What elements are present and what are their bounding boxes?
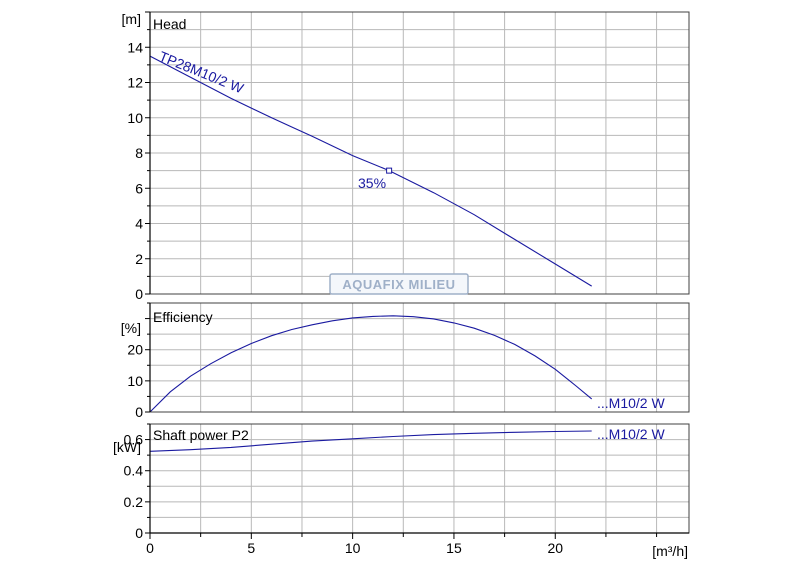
x-tick-label: 10	[345, 540, 361, 556]
head-y-tick-label: 10	[127, 110, 143, 126]
head-y-tick-label: 6	[135, 180, 143, 196]
head-panel-title: Head	[153, 16, 186, 32]
power-y-tick-label: 0.4	[124, 463, 144, 479]
efficiency-y-tick-label: 20	[127, 342, 143, 358]
head-curve-label: TP28M10/2 W	[157, 48, 247, 97]
efficiency-panel-title: Efficiency	[153, 309, 213, 325]
head-y-tick-label: 0	[135, 286, 143, 302]
head-y-tick-label: 4	[135, 216, 143, 232]
power-curve-label: ...M10/2 W	[597, 426, 665, 442]
power-y-tick-label: 0.6	[124, 432, 144, 448]
grid-layer	[150, 12, 689, 533]
head-y-tick-label: 2	[135, 251, 143, 267]
x-tick-label: 15	[446, 540, 462, 556]
power-y-tick-label: 0.2	[124, 494, 144, 510]
x-tick-label: 5	[247, 540, 255, 556]
efficiency-y-tick-label: 0	[135, 404, 143, 420]
head-y-tick-label: 14	[127, 39, 143, 55]
head-curve	[149, 55, 592, 287]
head-y-unit: [m]	[122, 11, 141, 27]
svg-text:AQUAFIX MILIEU: AQUAFIX MILIEU	[342, 277, 455, 292]
x-tick-label: 0	[146, 540, 154, 556]
head-y-tick-label: 8	[135, 145, 143, 161]
efficiency-y-unit: [%]	[121, 320, 141, 336]
x-axis-unit: [m³/h]	[652, 543, 688, 559]
efficiency-curve	[149, 315, 593, 413]
watermark: AQUAFIX MILIEU	[329, 273, 469, 295]
power-curve	[149, 430, 592, 452]
curves-layer	[149, 55, 593, 452]
efficiency-y-tick-label: 10	[127, 373, 143, 389]
efficiency-curve-label: ...M10/2 W	[597, 395, 665, 411]
power-y-unit: [kW]	[113, 439, 141, 455]
head-y-tick-label: 12	[127, 75, 143, 91]
duty-point-marker	[386, 167, 393, 174]
power-panel-title: Shaft power P2	[153, 427, 249, 443]
labels-layer: Head [m] Efficiency [%] Shaft power P2 […	[113, 11, 688, 559]
x-tick-label: 20	[547, 540, 563, 556]
power-y-tick-label: 0	[135, 525, 143, 541]
duty-point-efficiency-label: 35%	[358, 175, 386, 191]
